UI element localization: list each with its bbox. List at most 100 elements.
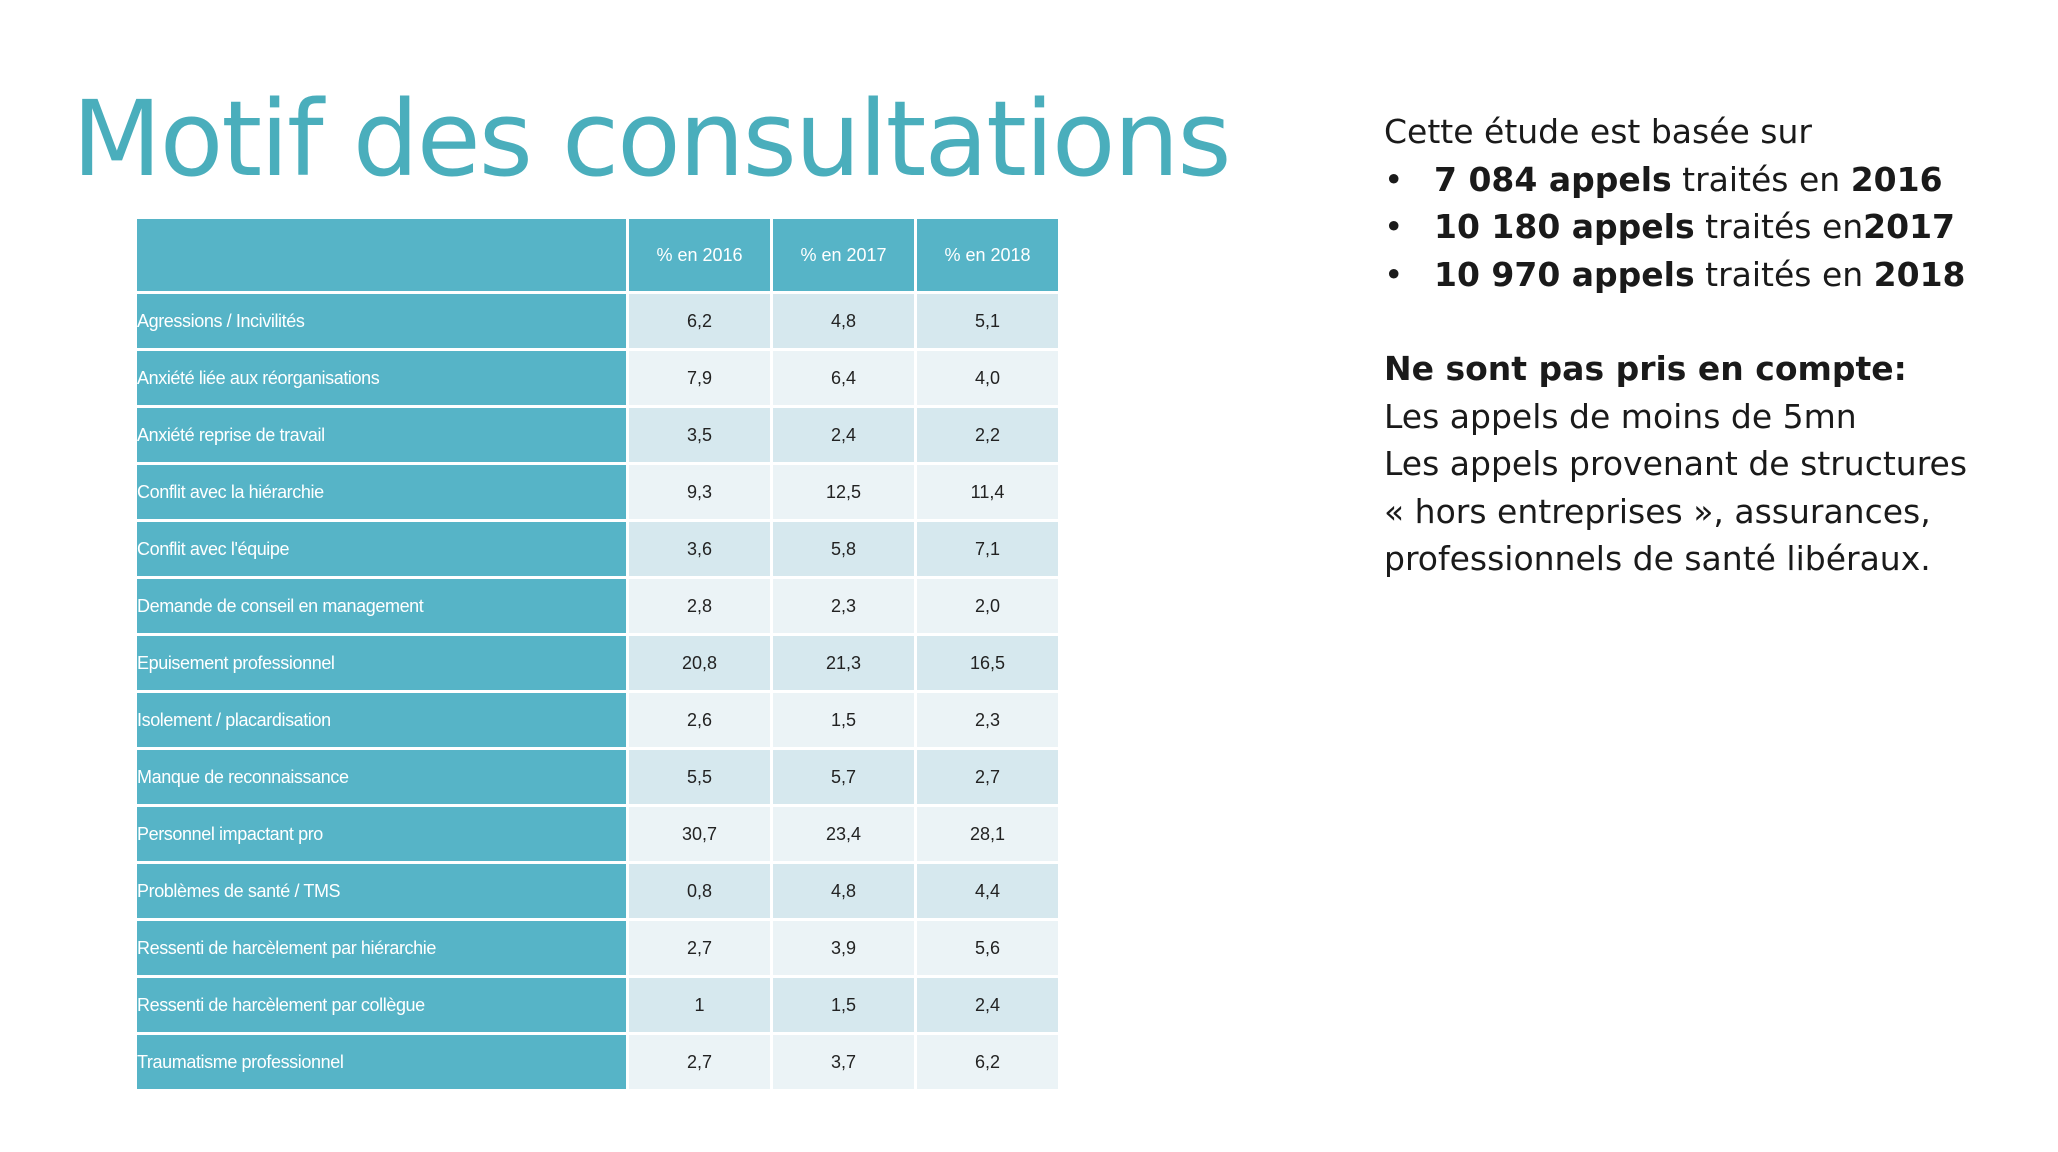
row-label: Epuisement professionnel [137, 636, 626, 690]
value-cell-2017: 2,4 [773, 408, 914, 462]
row-label: Conflit avec l'équipe [137, 522, 626, 576]
call-count-list: • 7 084 appels traités en 2016 • 10 180 ap… [1384, 156, 2024, 299]
column-header-2018: % en 2018 [917, 219, 1058, 291]
value-cell-2016: 3,5 [629, 408, 770, 462]
list-item: • 10 180 appels traités en2017 [1384, 203, 2024, 251]
value-cell-2016: 0,8 [629, 864, 770, 918]
exclusion-line: professionnels de santé libéraux. [1384, 539, 1931, 578]
value-cell-2017: 1,5 [773, 693, 914, 747]
list-item: • 10 970 appels traités en 2018 [1384, 251, 2024, 299]
call-count: 10 180 appels [1434, 207, 1695, 246]
value-cell-2016: 3,6 [629, 522, 770, 576]
row-label: Conflit avec la hiérarchie [137, 465, 626, 519]
value-cell-2018: 5,6 [917, 921, 1058, 975]
table-row: Ressenti de harcèlement par collègue 1 1,5… [137, 978, 1058, 1032]
row-label: Demande de conseil en management [137, 579, 626, 633]
slide-title: Motif des consultations [72, 78, 1232, 200]
value-cell-2016: 2,7 [629, 1035, 770, 1089]
value-cell-2016: 1 [629, 978, 770, 1032]
exclusion-line: « hors entreprises », assurances, [1384, 491, 1931, 531]
row-label: Problèmes de santé / TMS [137, 864, 626, 918]
row-label: Agressions / Incivilités [137, 294, 626, 348]
column-header-2016: % en 2016 [629, 219, 770, 291]
exclusion-line: Les appels provenant de structures [1384, 444, 1968, 483]
call-count-text: traités en [1671, 159, 1851, 199]
value-cell-2017: 23,4 [773, 807, 914, 861]
value-cell-2016: 6,2 [629, 294, 770, 348]
table-body: Agressions / Incivilités 6,2 4,8 5,1 Anxiété… [137, 294, 1058, 1089]
value-cell-2018: 2,7 [917, 750, 1058, 804]
table-row: Traumatisme professionnel 2,7 3,7 6,2 [137, 1035, 1058, 1089]
exclusion-line: Les appels de moins de 5mn [1384, 396, 1857, 436]
value-cell-2017: 5,7 [773, 750, 914, 804]
call-count-year: 2018 [1873, 254, 1966, 294]
value-cell-2016: 20,8 [629, 636, 770, 690]
table-corner-cell [137, 219, 626, 291]
value-cell-2018: 4,0 [917, 351, 1058, 405]
value-cell-2018: 2,0 [917, 579, 1058, 633]
call-count: 10 970 appels [1434, 254, 1695, 294]
row-label: Isolement / placardisation [137, 693, 626, 747]
table-row: Conflit avec l'équipe 3,6 5,8 7,1 [137, 522, 1058, 576]
bullet-dot: • [1384, 159, 1404, 199]
row-label: Anxiété liée aux réorganisations [137, 351, 626, 405]
table-row: Epuisement professionnel 20,8 21,3 16,5 [137, 636, 1058, 690]
table-row: Demande de conseil en management 2,8 2,3 2,… [137, 579, 1058, 633]
value-cell-2018: 4,4 [917, 864, 1058, 918]
value-cell-2016: 5,5 [629, 750, 770, 804]
value-cell-2017: 1,5 [773, 978, 914, 1032]
call-count-text: traités en [1694, 207, 1864, 246]
exclusions-heading: Ne sont pas pris en compte: [1384, 349, 1907, 388]
call-count-year: 2017 [1863, 207, 1956, 246]
table-row: Anxiété liée aux réorganisations 7,9 6,4 4,… [137, 351, 1058, 405]
value-cell-2016: 9,3 [629, 465, 770, 519]
table-row: Problèmes de santé / TMS 0,8 4,8 4,4 [137, 864, 1058, 918]
consultations-table: % en 2016 % en 2017 % en 2018 Agressions… [134, 216, 1061, 1092]
value-cell-2017: 5,8 [773, 522, 914, 576]
table-header: % en 2016 % en 2017 % en 2018 [137, 219, 1058, 291]
spacer [1384, 298, 2024, 345]
bullet-dot: • [1384, 207, 1404, 246]
value-cell-2016: 2,6 [629, 693, 770, 747]
value-cell-2018: 6,2 [917, 1035, 1058, 1089]
info-intro: Cette étude est basée sur [1384, 112, 1812, 151]
value-cell-2018: 2,2 [917, 408, 1058, 462]
value-cell-2017: 3,9 [773, 921, 914, 975]
value-cell-2016: 2,8 [629, 579, 770, 633]
value-cell-2018: 16,5 [917, 636, 1058, 690]
value-cell-2017: 6,4 [773, 351, 914, 405]
row-label: Anxiété reprise de travail [137, 408, 626, 462]
value-cell-2018: 7,1 [917, 522, 1058, 576]
value-cell-2017: 4,8 [773, 294, 914, 348]
table-header-row: % en 2016 % en 2017 % en 2018 [137, 219, 1058, 291]
table-row: Manque de reconnaissance 5,5 5,7 2,7 [137, 750, 1058, 804]
table-row: Anxiété reprise de travail 3,5 2,4 2,2 [137, 408, 1058, 462]
row-label: Traumatisme professionnel [137, 1035, 626, 1089]
table-row: Conflit avec la hiérarchie 9,3 12,5 11,4 [137, 465, 1058, 519]
row-label: Ressenti de harcèlement par hiérarchie [137, 921, 626, 975]
table-row: Agressions / Incivilités 6,2 4,8 5,1 [137, 294, 1058, 348]
table-row: Ressenti de harcèlement par hiérarchie 2,… [137, 921, 1058, 975]
value-cell-2018: 5,1 [917, 294, 1058, 348]
value-cell-2016: 30,7 [629, 807, 770, 861]
study-info: Cette étude est basée sur • 7 084 appels … [1384, 108, 2024, 583]
call-count-text: traités en [1694, 254, 1874, 294]
row-label: Personnel impactant pro [137, 807, 626, 861]
column-header-2017: % en 2017 [773, 219, 914, 291]
call-count-year: 2016 [1850, 159, 1943, 199]
value-cell-2017: 3,7 [773, 1035, 914, 1089]
row-label: Manque de reconnaissance [137, 750, 626, 804]
value-cell-2018: 11,4 [917, 465, 1058, 519]
value-cell-2017: 2,3 [773, 579, 914, 633]
value-cell-2017: 4,8 [773, 864, 914, 918]
value-cell-2017: 12,5 [773, 465, 914, 519]
value-cell-2018: 2,4 [917, 978, 1058, 1032]
bullet-dot: • [1384, 254, 1404, 294]
value-cell-2016: 7,9 [629, 351, 770, 405]
list-item: • 7 084 appels traités en 2016 [1384, 156, 2024, 204]
value-cell-2018: 28,1 [917, 807, 1058, 861]
table-row: Personnel impactant pro 30,7 23,4 28,1 [137, 807, 1058, 861]
table-row: Isolement / placardisation 2,6 1,5 2,3 [137, 693, 1058, 747]
row-label: Ressenti de harcèlement par collègue [137, 978, 626, 1032]
